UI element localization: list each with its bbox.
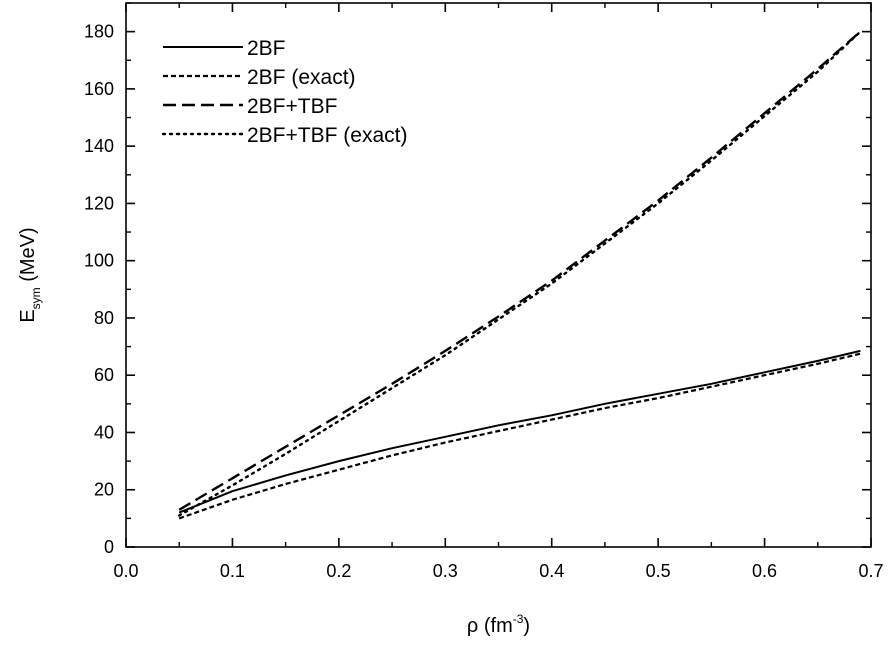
y-tick-label: 180	[84, 22, 114, 42]
series-line-1	[178, 349, 861, 514]
y-axis-label-base: E	[17, 309, 39, 322]
axes-layer: 0.0 0.1 0.2 0.3 0.4 0.5 0.6 0.7 0 20 40 60 80 100 120 1…	[84, 2, 884, 581]
x-tick-label: 0.4	[539, 561, 564, 581]
y-tick-label: 100	[84, 251, 114, 271]
y-tick-label: 60	[94, 365, 114, 385]
x-tick-label: 0.7	[858, 561, 883, 581]
x-axis-label-suffix: )	[523, 615, 530, 637]
legend-label-3: 2BF+TBF	[247, 95, 337, 118]
series-line-4	[178, 30, 862, 517]
legend-label-4: 2BF+TBF (exact)	[247, 124, 407, 147]
y-tick-label: 120	[84, 193, 114, 213]
x-tick-label: 0.3	[433, 561, 458, 581]
y-axis-label: Esym (MeV)	[17, 227, 43, 322]
x-tick-label: 0.1	[220, 561, 245, 581]
x-axis-label-base: ρ (fm	[467, 615, 513, 637]
series-line-3	[178, 30, 862, 511]
x-tick-label: 0.0	[113, 561, 138, 581]
y-axis-label-suffix: (MeV)	[17, 227, 39, 287]
x-axis-label-superscript: -3	[513, 612, 524, 626]
y-axis-label-subscript: sym	[29, 287, 43, 309]
y-tick-label: 140	[84, 136, 114, 156]
series-layer	[178, 30, 862, 520]
legend-label-2: 2BF (exact)	[247, 66, 356, 89]
x-axis-label: ρ (fm-3)	[467, 612, 530, 637]
legend-label-1: 2BF	[247, 37, 286, 60]
x-tick-label: 0.6	[752, 561, 777, 581]
y-tick-label: 160	[84, 79, 114, 99]
y-tick-label: 80	[94, 308, 114, 328]
y-tick-label: 20	[94, 480, 114, 500]
x-tick-label: 0.2	[326, 561, 351, 581]
x-tick-label: 0.5	[646, 561, 671, 581]
y-tick-label: 40	[94, 422, 114, 442]
series-line-2	[178, 352, 861, 520]
legend: 2BF 2BF (exact) 2BF+TBF 2BF+TBF (exact)	[161, 37, 407, 147]
y-tick-label: 0	[104, 537, 114, 557]
